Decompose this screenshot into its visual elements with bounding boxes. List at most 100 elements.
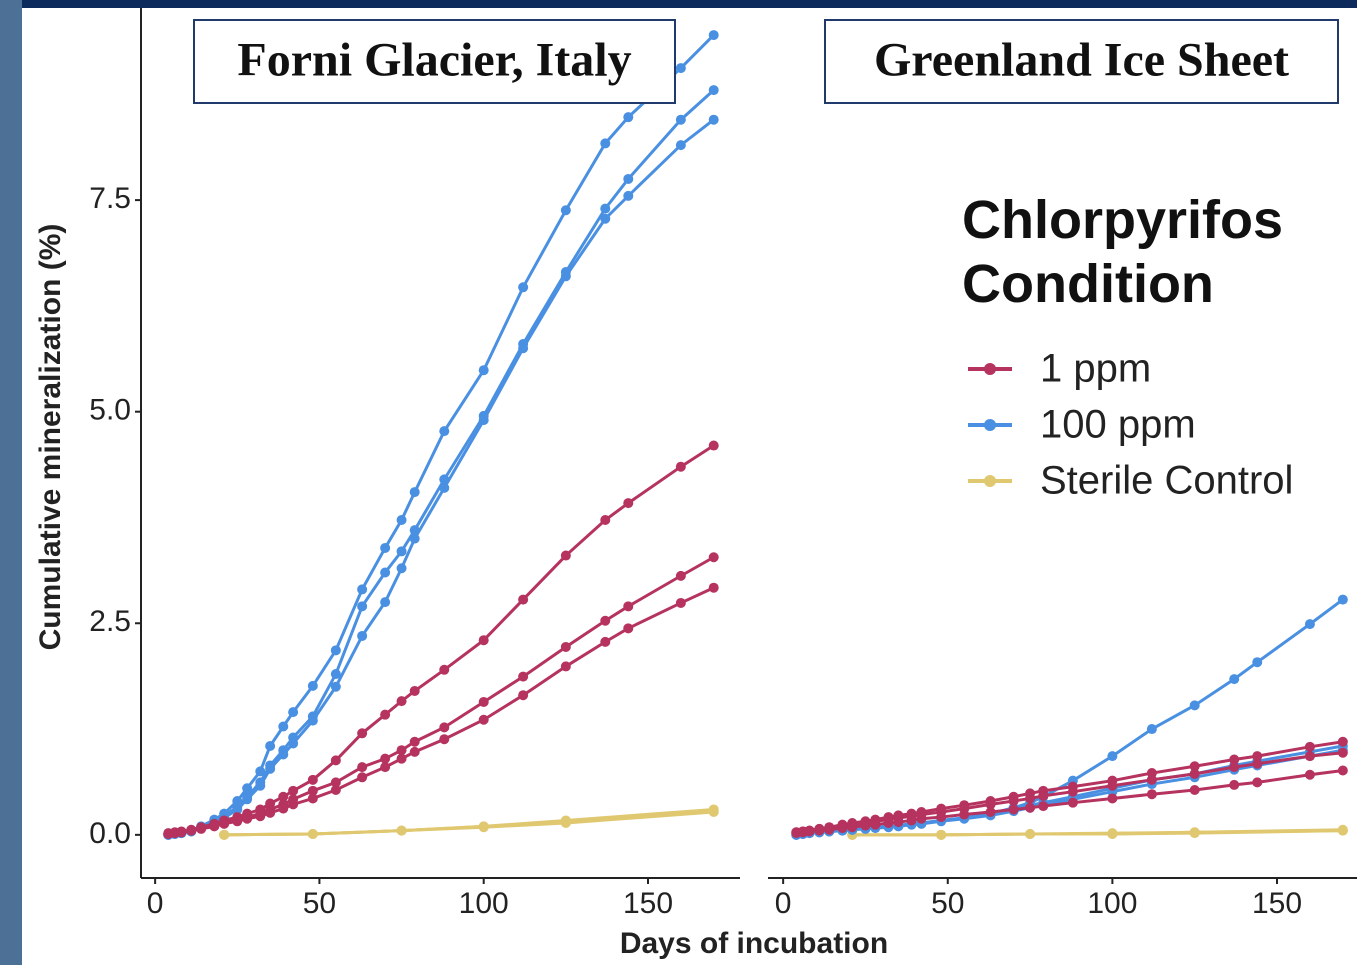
- data-point: [518, 671, 529, 682]
- side-strip: [0, 0, 22, 965]
- data-point: [278, 791, 289, 802]
- data-point: [357, 728, 368, 739]
- data-point: [439, 426, 450, 437]
- data-point: [380, 753, 391, 764]
- data-point: [357, 762, 368, 773]
- data-point: [847, 822, 858, 833]
- data-point: [518, 594, 529, 605]
- data-point: [623, 601, 634, 612]
- data-point: [675, 140, 686, 151]
- data-point: [1304, 741, 1315, 752]
- data-point: [232, 804, 243, 815]
- legend-marker: [984, 475, 996, 487]
- data-point: [409, 533, 420, 544]
- data-point: [307, 680, 318, 691]
- data-point: [255, 811, 266, 822]
- data-point: [1229, 762, 1240, 773]
- y-axis-label: Cumulative mineralization (%): [34, 224, 67, 651]
- data-point: [478, 696, 489, 707]
- x-tick-label: 150: [1252, 887, 1302, 920]
- data-point: [860, 820, 871, 831]
- data-point: [255, 780, 266, 791]
- data-point: [600, 138, 611, 149]
- data-point: [959, 809, 970, 820]
- data-point: [255, 766, 266, 777]
- y-tick-label: 0.0: [89, 817, 131, 850]
- data-point: [623, 112, 634, 123]
- data-point: [288, 799, 299, 810]
- data-point: [288, 707, 299, 718]
- data-point: [906, 815, 917, 826]
- data-point: [1252, 777, 1263, 788]
- data-point: [209, 821, 220, 832]
- data-point: [1067, 797, 1078, 808]
- data-point: [1304, 619, 1315, 630]
- data-point: [176, 827, 187, 838]
- data-point: [675, 570, 686, 581]
- data-point: [600, 636, 611, 647]
- data-point: [288, 738, 299, 749]
- data-point: [196, 823, 207, 834]
- data-point: [1304, 751, 1315, 762]
- data-point: [985, 799, 996, 810]
- data-point: [560, 641, 571, 652]
- data-point: [623, 498, 634, 509]
- data-point: [357, 584, 368, 595]
- legend-title: Chlorpyrifos Condition: [962, 190, 1284, 314]
- legend-label: Sterile Control: [1040, 459, 1293, 503]
- series-line: [224, 809, 714, 837]
- data-point: [708, 85, 719, 96]
- data-point: [936, 812, 947, 823]
- data-point: [219, 818, 230, 829]
- data-point: [814, 825, 825, 836]
- data-point: [478, 635, 489, 646]
- data-point: [242, 783, 253, 794]
- data-point: [518, 690, 529, 701]
- data-point: [409, 685, 420, 696]
- data-point: [307, 774, 318, 785]
- data-point: [1025, 828, 1036, 839]
- data-point: [242, 813, 253, 824]
- data-point: [478, 365, 489, 376]
- data-point: [1146, 774, 1157, 785]
- data-point: [708, 552, 719, 563]
- data-point: [560, 205, 571, 216]
- data-point: [1107, 751, 1118, 762]
- data-point: [396, 753, 407, 764]
- data-point: [1107, 780, 1118, 791]
- data-point: [330, 755, 341, 766]
- data-point: [439, 482, 450, 493]
- data-point: [265, 763, 276, 774]
- data-point: [623, 190, 634, 201]
- data-point: [1146, 724, 1157, 735]
- data-point: [357, 772, 368, 783]
- data-point: [518, 282, 529, 293]
- data-point: [1189, 700, 1200, 711]
- data-point: [186, 825, 197, 836]
- data-point: [883, 817, 894, 828]
- panel-title-box: [193, 19, 676, 104]
- data-point: [1189, 761, 1200, 772]
- data-point: [330, 681, 341, 692]
- data-point: [708, 582, 719, 593]
- data-point: [893, 817, 904, 828]
- legend-label: 100 ppm: [1040, 403, 1196, 447]
- data-point: [278, 749, 289, 760]
- data-point: [675, 597, 686, 608]
- data-point: [1337, 594, 1348, 605]
- data-point: [870, 819, 881, 830]
- data-point: [396, 696, 407, 707]
- data-point: [1229, 674, 1240, 685]
- data-point: [1025, 793, 1036, 804]
- data-point: [708, 806, 719, 817]
- data-point: [409, 736, 420, 747]
- data-point: [232, 816, 243, 827]
- data-point: [396, 515, 407, 526]
- data-point: [1107, 793, 1118, 804]
- data-point: [380, 597, 391, 608]
- data-point: [1189, 827, 1200, 838]
- data-point: [478, 821, 489, 832]
- data-point: [1107, 828, 1118, 839]
